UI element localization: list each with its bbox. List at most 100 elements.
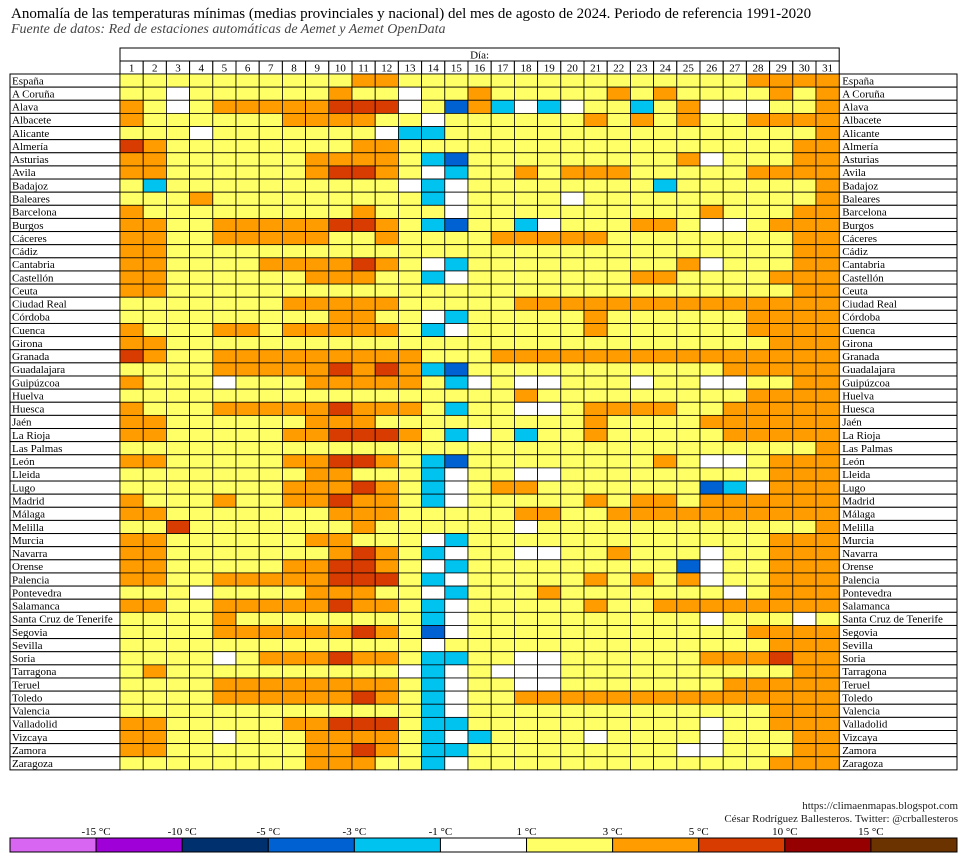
heatmap-cell [305, 349, 330, 364]
heatmap-cell [281, 191, 306, 206]
heatmap-cell [142, 638, 167, 653]
heatmap-cell [444, 664, 469, 679]
heatmap-cell [467, 309, 492, 324]
heatmap-cell [676, 441, 701, 456]
heatmap-cell [722, 493, 747, 508]
heatmap-cell [142, 428, 167, 443]
heatmap-cell [119, 546, 144, 561]
heatmap-cell [769, 231, 794, 246]
heatmap-cell [699, 533, 724, 548]
heatmap-cell [281, 375, 306, 390]
heatmap-cell [583, 244, 608, 259]
heatmap-cell [281, 598, 306, 613]
row-label-right: España [842, 75, 874, 87]
heatmap-cell [746, 716, 771, 731]
credits-url[interactable]: https://climaenmapas.blogspot.com [802, 800, 958, 812]
heatmap-cell [514, 467, 539, 482]
row-label-left: Pontevedra [12, 587, 62, 599]
heatmap-cell [142, 572, 167, 587]
heatmap-cell [397, 218, 422, 232]
heatmap-cell [281, 703, 306, 718]
heatmap-cell [815, 362, 840, 377]
heatmap-cell [815, 244, 840, 259]
heatmap-cell [467, 362, 492, 377]
heatmap-cell [699, 296, 724, 311]
row-label-right: Córdoba [842, 312, 880, 324]
heatmap-cell [676, 677, 701, 692]
heatmap-cell [792, 520, 817, 534]
heatmap-cell [305, 546, 330, 561]
heatmap-cell [421, 480, 446, 495]
heatmap-cell [490, 165, 515, 180]
heatmap-cell [165, 323, 190, 338]
heatmap-cell [583, 454, 608, 469]
heatmap-cell [514, 323, 539, 338]
legend-swatch: -5 a -3 °C [267, 837, 355, 853]
heatmap-cell [351, 152, 376, 167]
heatmap-cell [583, 165, 608, 180]
heatmap-cell [722, 651, 747, 666]
heatmap-cell [165, 165, 190, 180]
heatmap-cell [722, 743, 747, 758]
heatmap-cell [374, 204, 399, 219]
heatmap-cell [119, 257, 144, 272]
heatmap-cell [722, 283, 747, 298]
row-label-right: Albacete [842, 115, 881, 127]
heatmap-cell [514, 270, 539, 285]
heatmap-cell [699, 309, 724, 324]
heatmap-cell [653, 126, 678, 141]
heatmap-cell [676, 703, 701, 718]
heatmap-cell [815, 112, 840, 127]
heatmap-cell [444, 559, 469, 574]
heatmap-cell [397, 664, 422, 679]
heatmap-cell [792, 559, 817, 574]
heatmap-cell [212, 218, 237, 232]
heatmap-cell [119, 480, 144, 495]
heatmap-cell [397, 585, 422, 600]
heatmap-cell [444, 454, 469, 469]
heatmap-cell [119, 244, 144, 259]
heatmap-cell [165, 598, 190, 613]
heatmap-cell [351, 375, 376, 390]
heatmap-cell [258, 730, 283, 745]
heatmap-cell [792, 428, 817, 443]
heatmap-cell [281, 165, 306, 180]
heatmap-cell [374, 112, 399, 127]
heatmap-cell [444, 375, 469, 390]
heatmap-cell [514, 664, 539, 679]
heatmap-cell [444, 270, 469, 285]
heatmap-cell [165, 546, 190, 561]
heatmap-cell [374, 375, 399, 390]
heatmap-cell [235, 99, 260, 114]
heatmap-cell [815, 204, 840, 219]
heatmap-cell [142, 73, 167, 88]
column-header-day: 6 [245, 63, 251, 75]
heatmap-cell [653, 520, 678, 534]
heatmap-cell [212, 611, 237, 626]
heatmap-cell [189, 598, 214, 613]
heatmap-cell [537, 454, 562, 469]
heatmap-cell [815, 257, 840, 272]
row-label-right: Salamanca [842, 601, 890, 613]
heatmap-cell [235, 664, 260, 679]
heatmap-cell [374, 546, 399, 561]
heatmap-cell [212, 743, 237, 758]
heatmap-cell [514, 231, 539, 246]
heatmap-cell [676, 743, 701, 758]
heatmap-cell [421, 716, 446, 731]
heatmap-cell [722, 178, 747, 193]
heatmap-cell [328, 309, 353, 324]
heatmap-cell [119, 677, 144, 692]
heatmap-cell [328, 73, 353, 88]
heatmap-cell [490, 572, 515, 587]
heatmap-cell [165, 520, 190, 534]
heatmap-cell [165, 454, 190, 469]
heatmap-cell [374, 309, 399, 324]
heatmap-cell [769, 598, 794, 613]
column-header-day: 13 [405, 63, 417, 75]
row-label-left: Alicante [12, 128, 49, 140]
heatmap-cell [305, 218, 330, 232]
heatmap-cell [119, 362, 144, 377]
heatmap-cell [119, 270, 144, 285]
heatmap-cell [165, 401, 190, 416]
